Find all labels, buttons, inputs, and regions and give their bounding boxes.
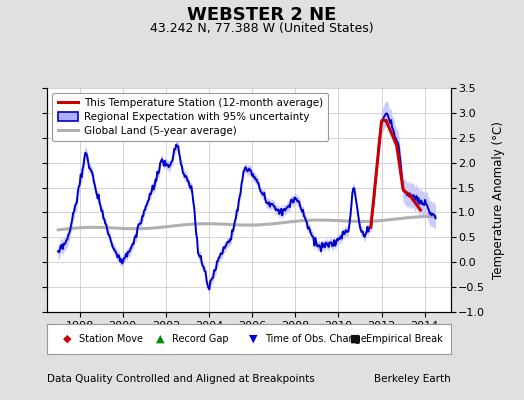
Text: Record Gap: Record Gap [172,334,229,344]
Y-axis label: Temperature Anomaly (°C): Temperature Anomaly (°C) [492,121,505,279]
Text: WEBSTER 2 NE: WEBSTER 2 NE [187,6,337,24]
Text: Berkeley Earth: Berkeley Earth [374,374,451,384]
Text: Data Quality Controlled and Aligned at Breakpoints: Data Quality Controlled and Aligned at B… [47,374,315,384]
Text: ◆: ◆ [63,334,72,344]
Text: ▼: ▼ [249,334,257,344]
Legend: This Temperature Station (12-month average), Regional Expectation with 95% uncer: This Temperature Station (12-month avera… [52,93,328,141]
Text: Station Move: Station Move [80,334,144,344]
Text: Time of Obs. Change: Time of Obs. Change [265,334,367,344]
Text: ▲: ▲ [156,334,165,344]
Text: ■: ■ [350,334,361,344]
Text: Empirical Break: Empirical Break [366,334,443,344]
Text: 43.242 N, 77.388 W (United States): 43.242 N, 77.388 W (United States) [150,22,374,35]
